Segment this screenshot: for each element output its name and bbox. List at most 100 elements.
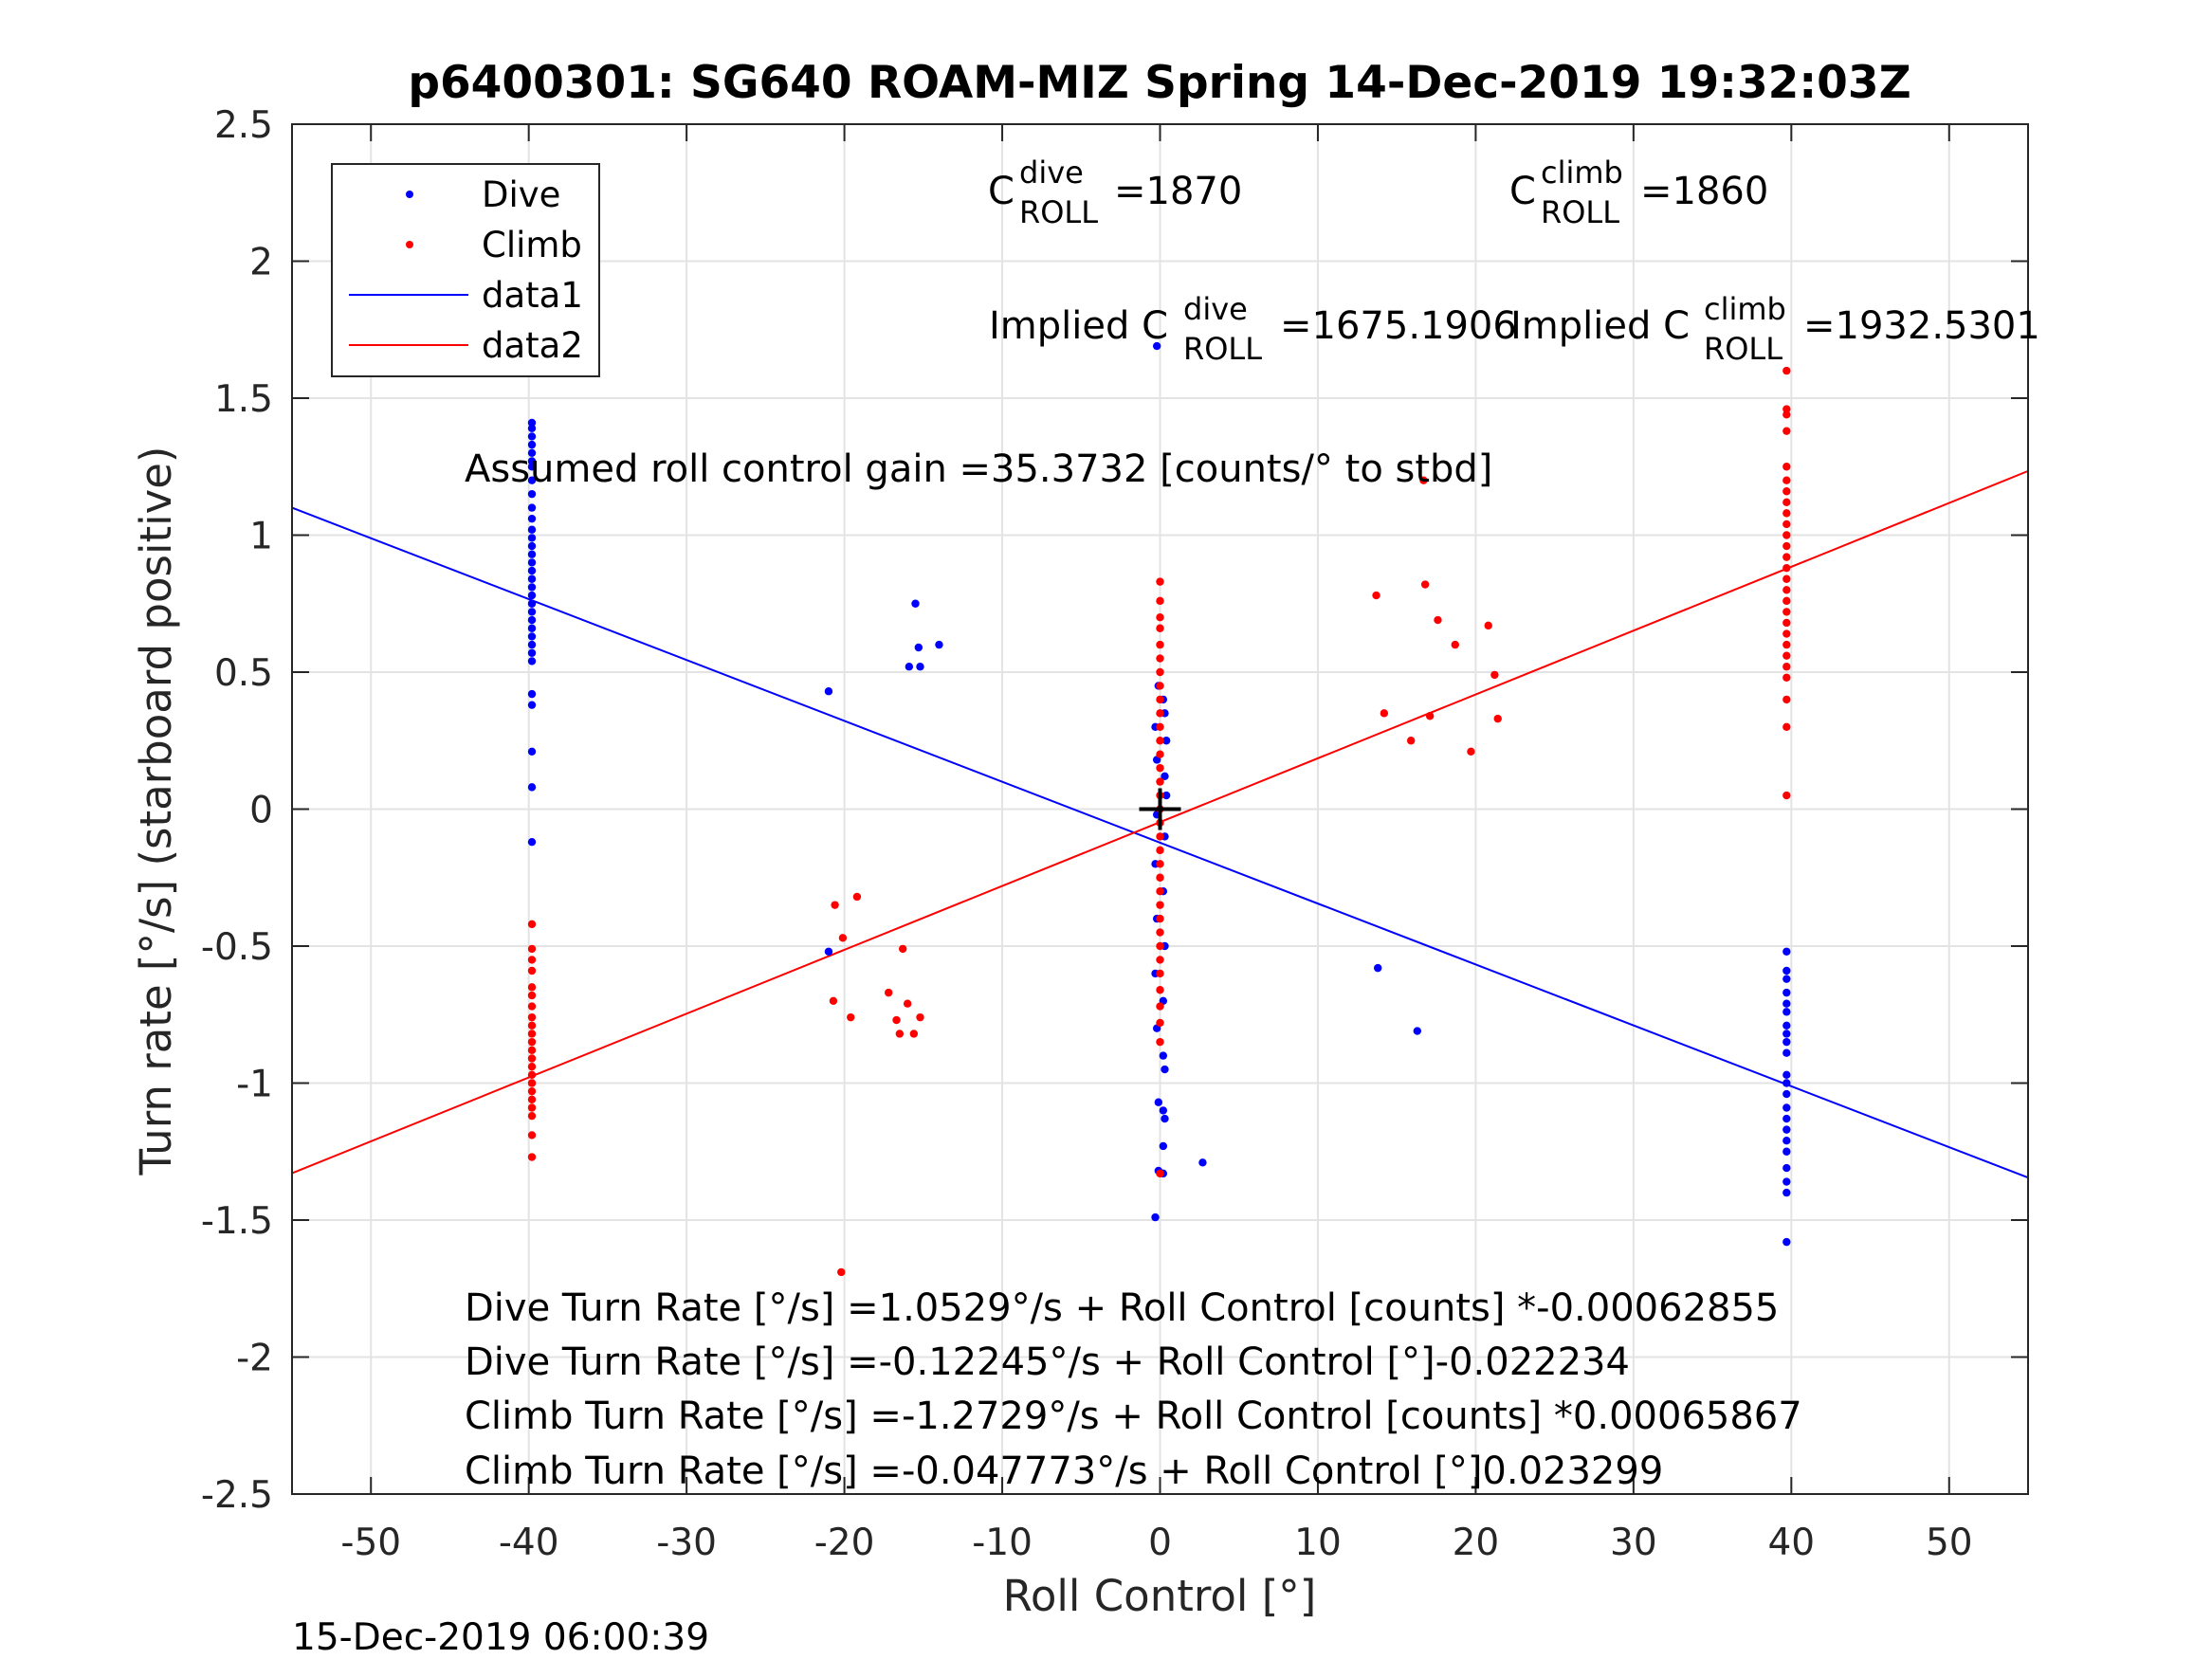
climb-point — [1156, 682, 1164, 690]
climb-point — [1156, 846, 1164, 855]
legend-data1-label: data1 — [482, 275, 583, 316]
climb-point — [1156, 928, 1164, 937]
climb-point — [1782, 651, 1791, 660]
dive-point — [1782, 1037, 1791, 1047]
dive-point — [1782, 966, 1791, 975]
climb-point — [1782, 410, 1791, 419]
dive-point — [1782, 1114, 1791, 1123]
climb-point — [1156, 695, 1164, 704]
dive-point — [1782, 1089, 1791, 1099]
legend-dive-label: Dive — [482, 174, 560, 215]
climb-point — [527, 966, 537, 975]
dive-point — [527, 837, 537, 847]
dive-point — [824, 947, 833, 956]
climb-point — [1484, 621, 1492, 630]
y-tick-label: -1 — [236, 1064, 273, 1106]
c-dive-sup: dive — [1019, 155, 1084, 191]
y-tick-label: 1 — [249, 516, 273, 558]
climb-point — [1425, 712, 1435, 720]
dive-point — [527, 514, 537, 523]
climb-point — [847, 1012, 855, 1022]
climb-point — [527, 1153, 537, 1161]
dive-point — [1782, 1163, 1791, 1173]
x-tick-label: 10 — [1294, 1522, 1342, 1564]
climb-point — [1782, 498, 1791, 507]
climb-point — [1782, 476, 1791, 484]
dive-point — [527, 503, 537, 512]
dive-point — [527, 574, 537, 583]
climb-point — [527, 1054, 537, 1063]
climb-point — [1467, 747, 1475, 757]
climb-point — [527, 1095, 537, 1104]
climb-point — [527, 1046, 537, 1055]
climb-point — [1782, 574, 1791, 583]
climb-point — [527, 920, 537, 929]
y-axis-label: Turn rate [°/s] (starboard positive) — [131, 447, 181, 1176]
climb-point — [1434, 615, 1442, 625]
implied-climb-prefix: Implied C — [1510, 304, 1690, 348]
x-axis-label: Roll Control [°] — [1003, 1571, 1317, 1621]
climb-point — [1156, 777, 1164, 786]
c-climb-sup: climb — [1541, 155, 1623, 191]
implied-dive-prefix: Implied C — [989, 304, 1168, 348]
climb-point — [1380, 709, 1389, 718]
climb-point — [1156, 577, 1164, 586]
climb-point — [1782, 553, 1791, 561]
dive-point — [1152, 341, 1161, 351]
climb-point — [1156, 613, 1164, 622]
dive-point — [916, 663, 924, 671]
climb-point — [1782, 618, 1791, 628]
climb-point — [1156, 1002, 1164, 1011]
climb-point — [1782, 427, 1791, 435]
dive-point — [1782, 1136, 1791, 1145]
dive-point — [1782, 1125, 1791, 1134]
dive-point — [527, 689, 537, 699]
dive-point — [1782, 988, 1791, 997]
dive-point — [1782, 1070, 1791, 1080]
dive-point — [527, 648, 537, 657]
timestamp: 15-Dec-2019 06:00:39 — [292, 1616, 709, 1659]
equation-climb-counts: Climb Turn Rate [°/s] =-1.2729°/s + Roll… — [465, 1395, 1802, 1438]
climb-point — [838, 934, 848, 942]
climb-point — [1156, 887, 1164, 896]
dive-point — [527, 534, 537, 542]
climb-point — [884, 988, 893, 997]
climb-point — [1156, 873, 1164, 882]
dive-point — [1782, 1079, 1791, 1087]
climb-point — [1156, 1169, 1164, 1178]
climb-point — [1372, 591, 1380, 600]
data-points — [527, 341, 1791, 1277]
dive-point — [527, 583, 537, 592]
dive-point — [1151, 1212, 1160, 1222]
x-tick-label: -50 — [340, 1522, 401, 1564]
c-climb-sub: ROLL — [1541, 194, 1619, 230]
climb-point — [909, 1030, 919, 1038]
climb-point — [1156, 1018, 1164, 1028]
dive-point — [1159, 1141, 1168, 1151]
climb-point — [1419, 476, 1428, 484]
climb-point — [1156, 956, 1164, 964]
implied-climb-sub: ROLL — [1704, 331, 1782, 367]
climb-point — [1156, 914, 1164, 923]
climb-point — [1156, 750, 1164, 758]
climb-point — [852, 892, 862, 902]
climb-point — [1493, 714, 1502, 723]
y-tick-labels: -2.5 -2 -1.5 -1 -0.5 0 0.5 1 1.5 2 2.5 — [201, 104, 273, 1517]
climb-point — [1156, 709, 1164, 718]
dive-point — [527, 783, 537, 792]
dive-point — [1782, 1030, 1791, 1038]
dive-point — [935, 640, 943, 649]
climb-point — [527, 1030, 537, 1038]
climb-point — [1782, 366, 1791, 375]
y-tick-label: -2 — [236, 1338, 273, 1380]
climb-point — [898, 944, 907, 954]
legend-dive-marker — [406, 191, 413, 198]
legend-data2-label: data2 — [482, 325, 583, 366]
x-tick-label: -20 — [814, 1522, 875, 1564]
dive-point — [1161, 1114, 1169, 1123]
legend-climb-label: Climb — [482, 225, 582, 265]
implied-dive-sup: dive — [1183, 291, 1248, 327]
climb-point — [1156, 1037, 1164, 1047]
dive-point — [824, 687, 833, 696]
c-dive-sub: ROLL — [1019, 194, 1098, 230]
